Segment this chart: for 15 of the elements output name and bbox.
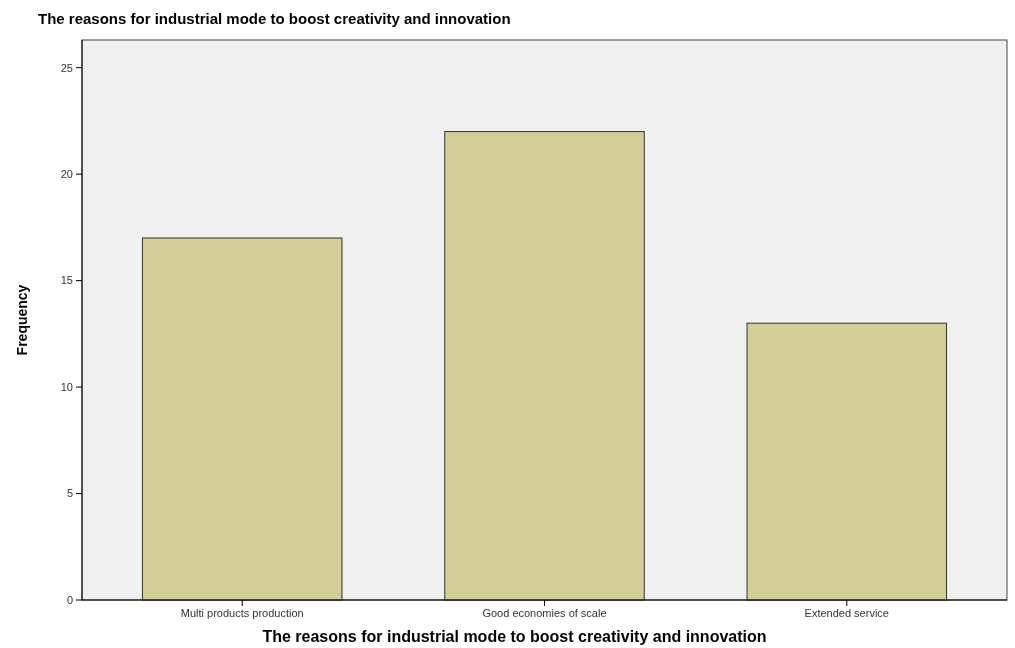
bar [746, 322, 948, 601]
y-tick-label: 20 [60, 167, 73, 180]
bar [141, 237, 343, 601]
x-tick-label: Multi products production [180, 607, 304, 619]
y-tick-label: 10 [60, 380, 73, 393]
x-tick-label: Good economies of scale [482, 607, 607, 619]
y-tick-label: 15 [60, 274, 73, 287]
bar [444, 131, 645, 601]
y-tick-label: 25 [60, 61, 73, 74]
y-axis-title: Frequency [14, 284, 30, 356]
y-tick-label: 5 [66, 487, 73, 500]
x-axis-title: The reasons for industrial mode to boost creativity and innovation [262, 628, 767, 645]
y-tick-label: 0 [66, 593, 73, 606]
chart-title: The reasons for industrial mode to boost creativity and innovation [38, 10, 511, 27]
x-tick-label: Extended service [804, 607, 889, 619]
